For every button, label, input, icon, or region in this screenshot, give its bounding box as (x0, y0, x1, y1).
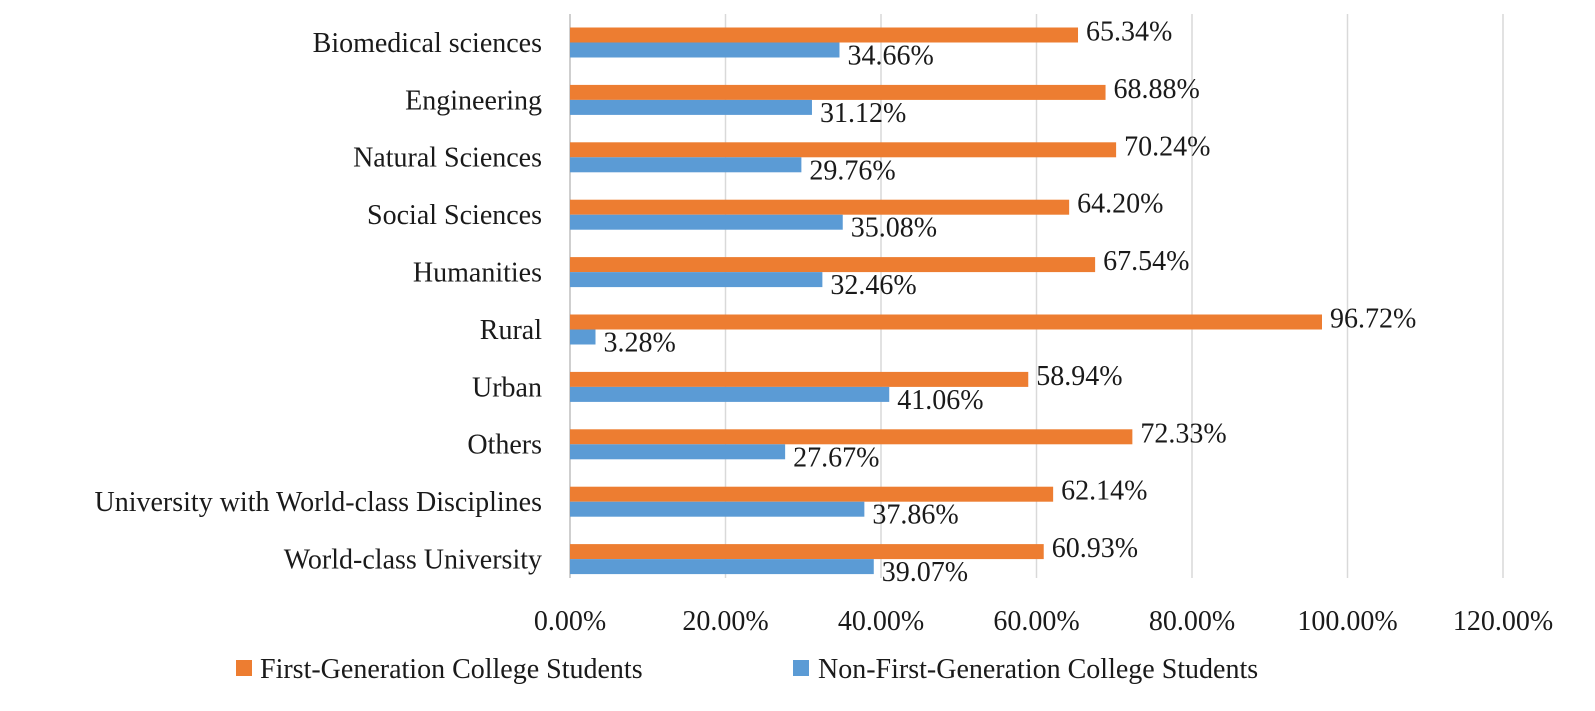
bar-first-generation (570, 314, 1322, 330)
bar-first-generation (570, 84, 1106, 100)
bar-non-first-generation (570, 157, 802, 173)
data-label-first-generation: 70.24% (1124, 131, 1210, 162)
data-label-non-first-generation: 41.06% (897, 385, 983, 416)
bars (570, 27, 1322, 575)
bar-non-first-generation (570, 214, 843, 230)
bar-non-first-generation (570, 444, 786, 460)
category-label: Others (467, 430, 542, 461)
data-label-non-first-generation: 39.07% (882, 557, 968, 588)
data-label-non-first-generation: 34.66% (847, 41, 933, 72)
data-label-first-generation: 68.88% (1114, 74, 1200, 105)
category-label: Humanities (413, 258, 542, 289)
bar-non-first-generation (570, 386, 890, 402)
bar-non-first-generation (570, 272, 823, 288)
data-label-non-first-generation: 32.46% (830, 270, 916, 301)
legend-label-non-first-generation: Non-First-Generation College Students (818, 654, 1258, 685)
x-tick-label: 100.00% (1297, 606, 1397, 637)
data-label-first-generation: 65.34% (1086, 17, 1172, 48)
x-tick-label: 0.00% (534, 606, 606, 637)
bar-first-generation (570, 142, 1117, 158)
data-label-non-first-generation: 27.67% (793, 442, 879, 473)
legend-label-first-generation: First-Generation College Students (260, 654, 643, 685)
x-axis-tick-labels: 0.00% 20.00% 40.00% 60.00% 80.00% 100.00% 120.… (534, 606, 1553, 637)
category-label: Biomedical sciences (313, 28, 542, 59)
bar-non-first-generation (570, 329, 596, 345)
category-label: Engineering (405, 85, 542, 116)
bar-first-generation (570, 257, 1096, 273)
data-label-first-generation: 67.54% (1103, 246, 1189, 277)
legend-swatch-non-first-generation (793, 660, 809, 676)
data-labels: 65.34% 68.88% 70.24% 64.20% 67.54% 96.72% 58.9… (604, 17, 1417, 589)
data-label-non-first-generation: 3.28% (604, 328, 676, 359)
data-label-first-generation: 64.20% (1077, 189, 1163, 220)
data-label-non-first-generation: 37.86% (872, 500, 958, 531)
bar-non-first-generation (570, 42, 840, 58)
bar-first-generation (570, 371, 1029, 387)
category-label: Natural Sciences (353, 143, 542, 174)
data-label-non-first-generation: 31.12% (820, 98, 906, 129)
data-label-non-first-generation: 35.08% (851, 213, 937, 244)
x-tick-label: 60.00% (993, 606, 1079, 637)
category-label: Urban (472, 372, 542, 403)
legend: First-Generation College Students Non-Fi… (236, 654, 1258, 685)
bar-first-generation (570, 27, 1079, 43)
data-label-first-generation: 60.93% (1052, 533, 1138, 564)
data-label-non-first-generation: 29.76% (809, 155, 895, 186)
bar-non-first-generation (570, 99, 812, 115)
data-label-first-generation: 96.72% (1330, 304, 1416, 335)
bar-non-first-generation (570, 501, 865, 517)
legend-swatch-first-generation (236, 660, 252, 676)
category-label: World-class University (284, 545, 542, 576)
bar-non-first-generation (570, 559, 874, 575)
bar-first-generation (570, 486, 1054, 502)
x-tick-label: 20.00% (682, 606, 768, 637)
bar-first-generation (570, 429, 1133, 445)
data-label-first-generation: 58.94% (1036, 361, 1122, 392)
x-tick-label: 40.00% (838, 606, 924, 637)
x-tick-label: 80.00% (1149, 606, 1235, 637)
data-label-first-generation: 72.33% (1140, 418, 1226, 449)
category-label: University with World-class Disciplines (94, 487, 542, 518)
x-tick-label: 120.00% (1453, 606, 1553, 637)
category-label: Social Sciences (367, 200, 542, 231)
category-labels: Biomedical sciences Engineering Natural Sc… (94, 28, 542, 576)
bar-first-generation (570, 544, 1044, 560)
bar-first-generation (570, 199, 1070, 215)
data-label-first-generation: 62.14% (1061, 476, 1147, 507)
category-label: Rural (480, 315, 542, 346)
